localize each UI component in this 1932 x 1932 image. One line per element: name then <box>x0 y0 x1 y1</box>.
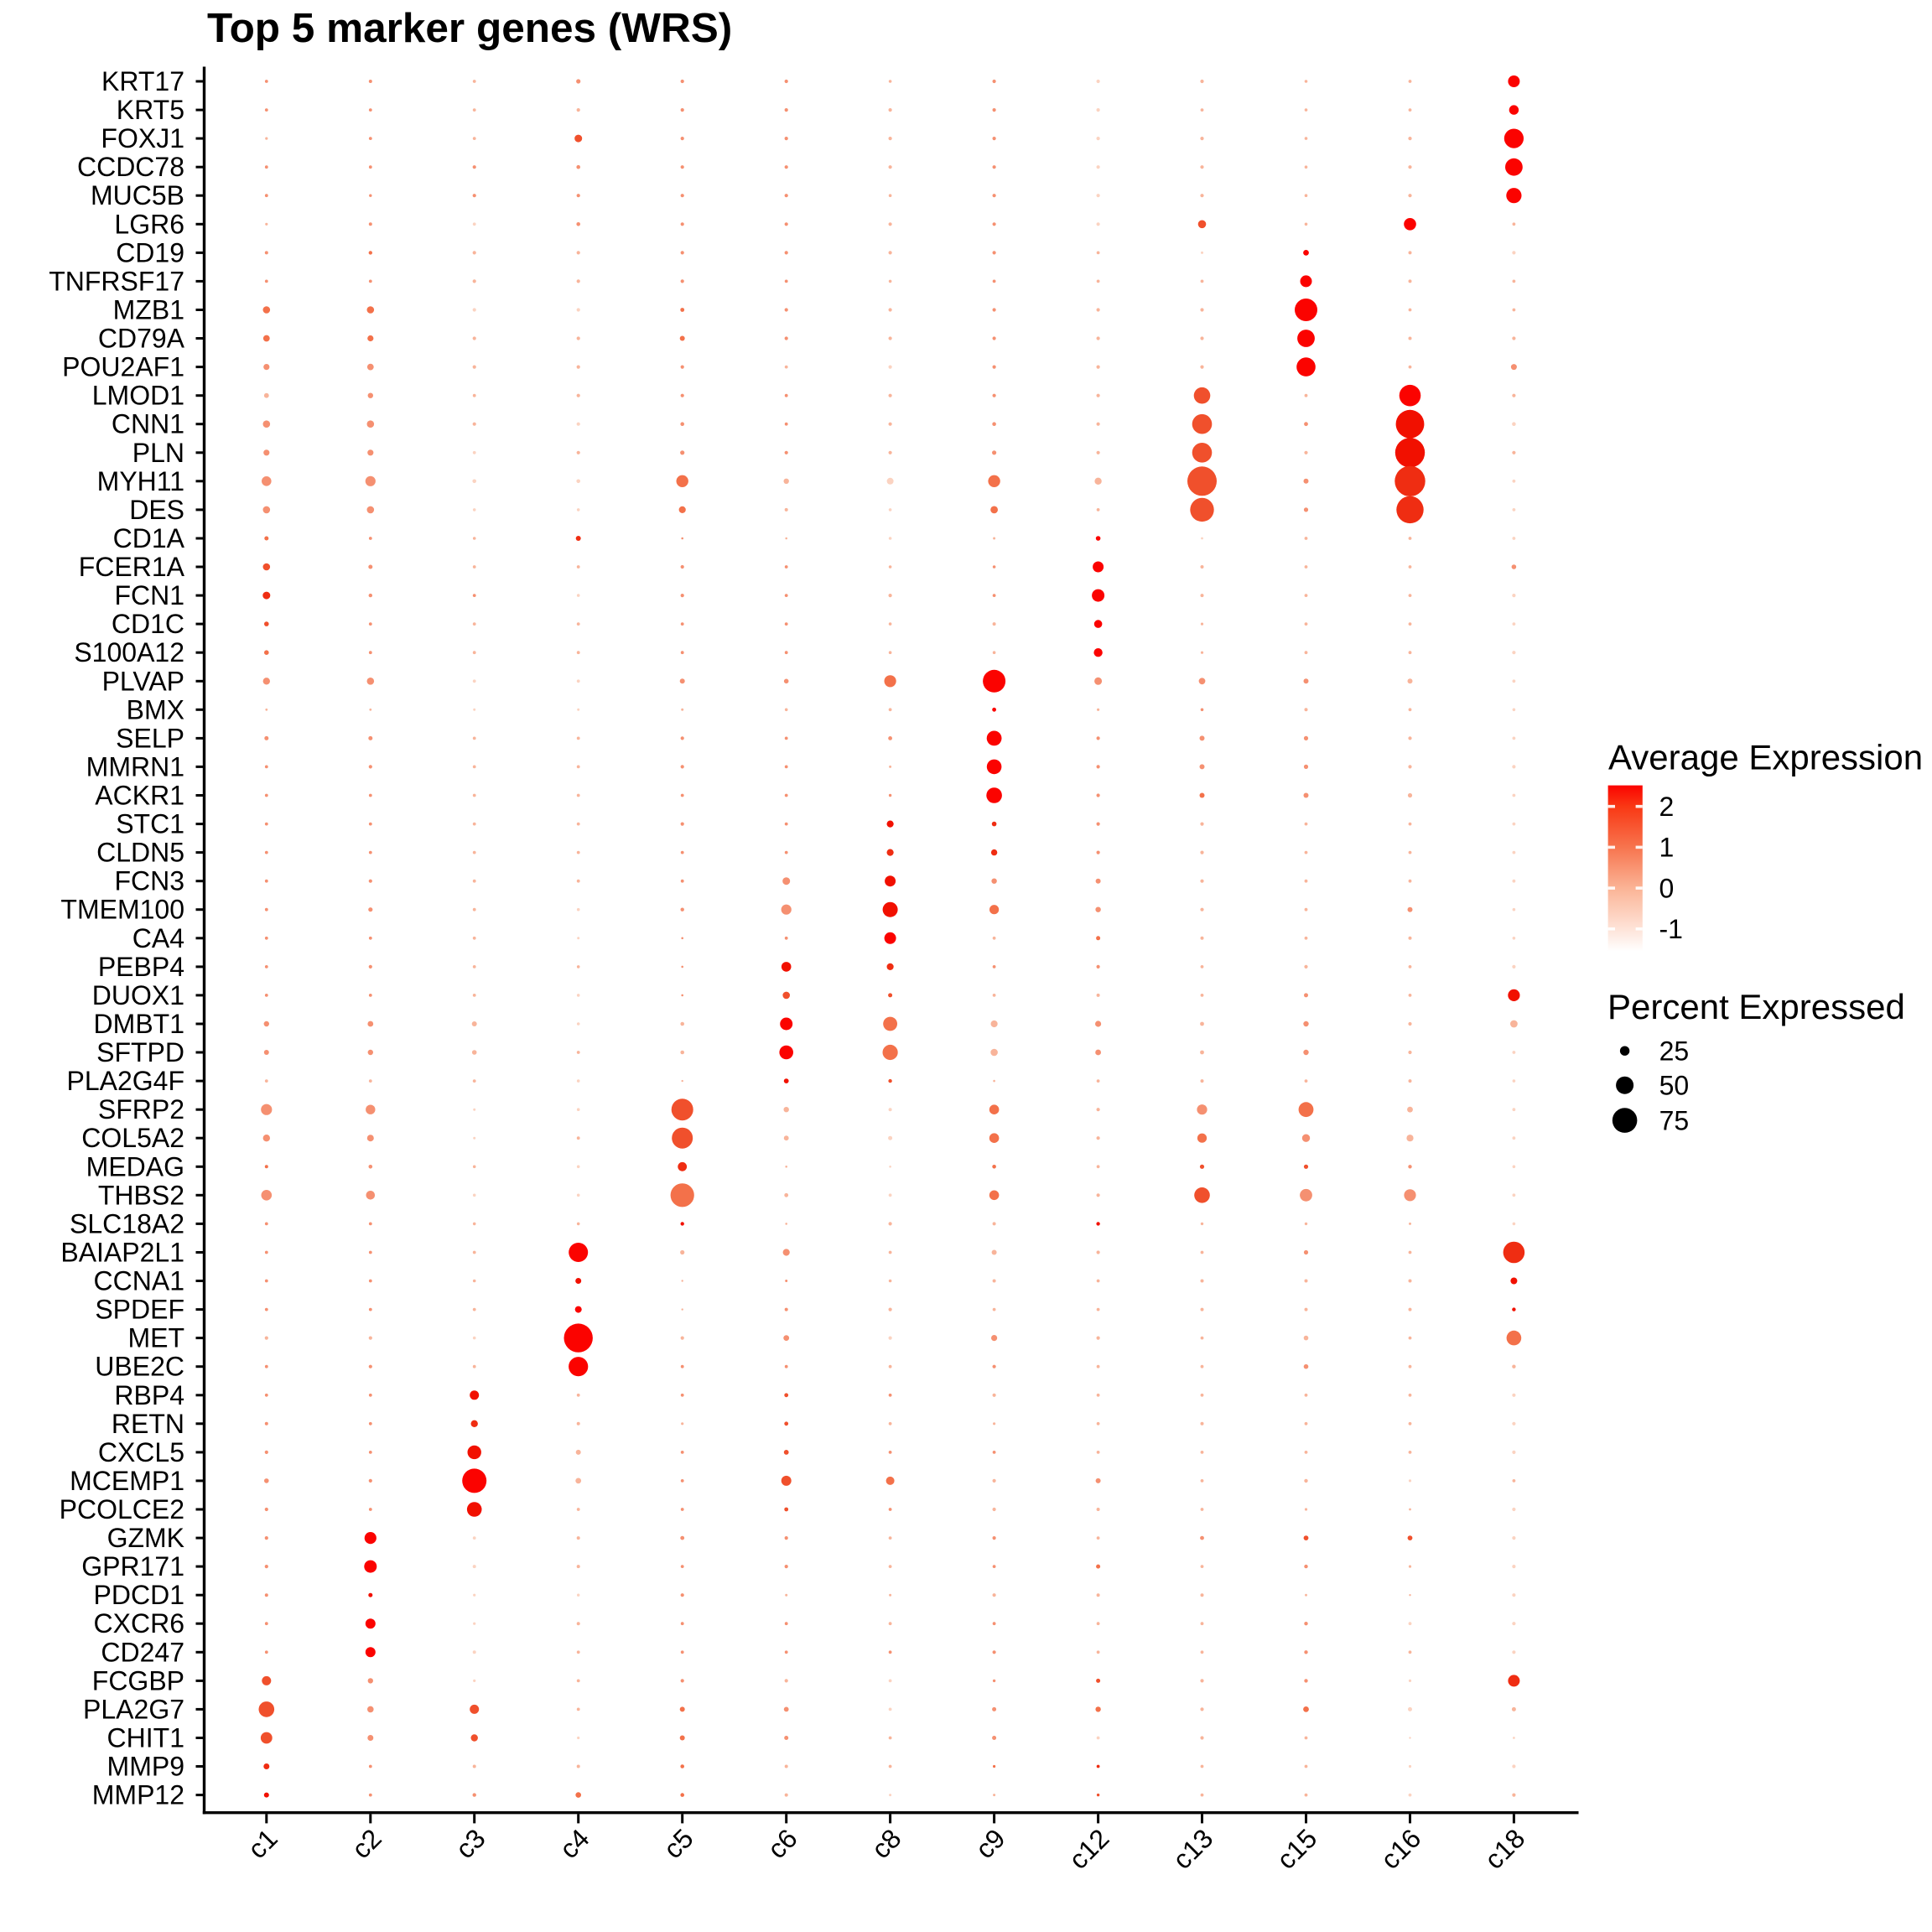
svg-text:Average Expression: Average Expression <box>1608 738 1923 777</box>
svg-text:MZB1: MZB1 <box>113 295 184 325</box>
svg-text:BMX: BMX <box>127 694 184 724</box>
svg-text:MYH11: MYH11 <box>97 466 184 496</box>
svg-text:CD79A: CD79A <box>98 324 185 354</box>
svg-text:0: 0 <box>1659 873 1675 903</box>
svg-text:CA4: CA4 <box>132 923 184 953</box>
svg-text:FCN3: FCN3 <box>114 866 184 896</box>
svg-text:THBS2: THBS2 <box>98 1180 184 1210</box>
svg-text:CD1C: CD1C <box>112 609 184 639</box>
svg-text:UBE2C: UBE2C <box>95 1352 184 1382</box>
svg-text:MMRN1: MMRN1 <box>86 751 184 782</box>
svg-text:TMEM100: TMEM100 <box>60 895 184 925</box>
svg-text:LGR6: LGR6 <box>114 209 184 239</box>
svg-text:CHIT1: CHIT1 <box>107 1723 184 1753</box>
svg-text:SLC18A2: SLC18A2 <box>70 1208 184 1239</box>
svg-text:SPDEF: SPDEF <box>95 1295 184 1325</box>
svg-text:PLVAP: PLVAP <box>102 666 184 696</box>
svg-text:CD1A: CD1A <box>113 523 185 553</box>
svg-text:CCDC78: CCDC78 <box>77 152 184 182</box>
svg-text:FCER1A: FCER1A <box>79 552 185 582</box>
svg-text:FCN1: FCN1 <box>114 580 184 610</box>
svg-text:CLDN5: CLDN5 <box>96 838 184 868</box>
svg-text:MUC5B: MUC5B <box>91 180 184 210</box>
svg-text:Percent Expressed: Percent Expressed <box>1607 987 1905 1026</box>
svg-text:CCNA1: CCNA1 <box>94 1266 184 1296</box>
svg-text:MMP12: MMP12 <box>92 1780 184 1810</box>
svg-text:STC1: STC1 <box>116 809 184 839</box>
svg-text:PLA2G4F: PLA2G4F <box>66 1066 184 1096</box>
svg-text:PCOLCE2: PCOLCE2 <box>60 1494 184 1524</box>
svg-text:2: 2 <box>1659 792 1675 822</box>
svg-text:FOXJ1: FOXJ1 <box>101 123 184 153</box>
svg-text:PLN: PLN <box>132 438 184 468</box>
svg-text:CD247: CD247 <box>101 1637 184 1667</box>
svg-text:CD19: CD19 <box>116 237 184 267</box>
svg-text:75: 75 <box>1659 1105 1690 1135</box>
svg-text:MEDAG: MEDAG <box>86 1151 184 1182</box>
svg-text:KRT5: KRT5 <box>117 95 184 125</box>
svg-text:MET: MET <box>127 1323 184 1353</box>
svg-text:SFRP2: SFRP2 <box>98 1094 184 1124</box>
svg-text:PDCD1: PDCD1 <box>94 1580 184 1610</box>
svg-text:BAIAP2L1: BAIAP2L1 <box>60 1238 184 1268</box>
svg-text:DES: DES <box>129 495 184 525</box>
svg-text:PEBP4: PEBP4 <box>98 952 184 982</box>
svg-text:CNN1: CNN1 <box>112 409 184 439</box>
svg-text:CXCL5: CXCL5 <box>98 1437 184 1467</box>
svg-text:25: 25 <box>1659 1036 1690 1067</box>
svg-text:FCGBP: FCGBP <box>92 1665 184 1696</box>
svg-text:PLA2G7: PLA2G7 <box>83 1694 184 1724</box>
svg-text:DMBT1: DMBT1 <box>94 1009 184 1039</box>
svg-text:KRT17: KRT17 <box>101 66 184 96</box>
svg-text:GZMK: GZMK <box>107 1523 184 1553</box>
svg-text:GPR171: GPR171 <box>81 1551 184 1581</box>
svg-text:SFTPD: SFTPD <box>96 1037 184 1067</box>
svg-text:-1: -1 <box>1659 914 1683 944</box>
svg-text:Top 5 marker genes (WRS): Top 5 marker genes (WRS) <box>207 5 732 51</box>
svg-text:DUOX1: DUOX1 <box>92 980 184 1010</box>
svg-text:SELP: SELP <box>116 723 184 753</box>
svg-text:ACKR1: ACKR1 <box>95 781 184 811</box>
svg-text:1: 1 <box>1659 833 1675 863</box>
svg-text:POU2AF1: POU2AF1 <box>62 352 184 382</box>
svg-text:RETN: RETN <box>112 1409 184 1439</box>
svg-text:MMP9: MMP9 <box>107 1752 184 1782</box>
svg-text:MCEMP1: MCEMP1 <box>70 1466 184 1496</box>
svg-text:RBP4: RBP4 <box>114 1380 184 1410</box>
svg-text:LMOD1: LMOD1 <box>92 381 184 411</box>
svg-text:S100A12: S100A12 <box>74 637 184 667</box>
svg-text:CXCR6: CXCR6 <box>94 1608 184 1639</box>
svg-text:COL5A2: COL5A2 <box>81 1123 184 1153</box>
svg-text:TNFRSF17: TNFRSF17 <box>49 266 184 296</box>
svg-text:50: 50 <box>1659 1071 1690 1101</box>
